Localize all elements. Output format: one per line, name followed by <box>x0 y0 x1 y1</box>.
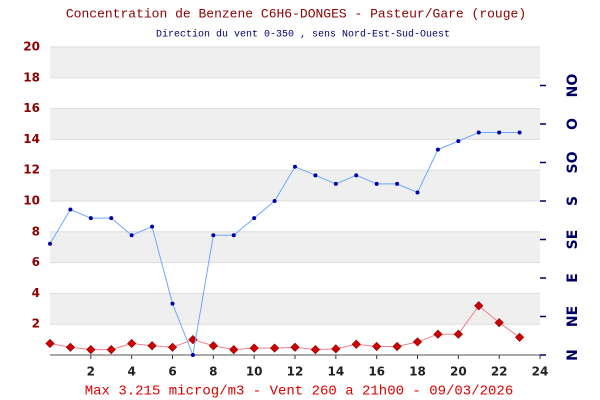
y-tick-label: 14 <box>23 132 40 146</box>
x-tick-label: 22 <box>491 365 508 379</box>
point <box>476 130 481 135</box>
point <box>293 164 297 169</box>
point <box>497 130 502 135</box>
point <box>150 224 155 229</box>
point <box>65 342 76 352</box>
point <box>88 216 93 221</box>
point <box>395 181 400 186</box>
series-line <box>49 132 520 357</box>
point <box>269 343 280 353</box>
point <box>229 345 239 355</box>
point <box>412 337 423 347</box>
y2-tick-label: S <box>565 196 581 206</box>
y-tick-label: 18 <box>23 70 40 84</box>
band <box>50 47 540 78</box>
point <box>167 342 178 352</box>
point <box>45 338 55 349</box>
point <box>290 342 300 352</box>
x-tick-label: 16 <box>368 365 385 379</box>
point <box>435 147 440 152</box>
band <box>50 108 540 140</box>
point <box>190 353 195 357</box>
point <box>313 173 318 178</box>
x-tick-label: 20 <box>450 365 467 379</box>
point <box>231 233 236 238</box>
y2-tick-label: NO <box>565 74 581 98</box>
point <box>127 338 137 349</box>
y-tick-label: 4 <box>32 286 40 300</box>
chart-subtitle: Direction du vent 0-350 , sens Nord-Est-… <box>156 29 450 41</box>
point <box>48 241 52 246</box>
point <box>272 199 277 203</box>
point <box>68 207 73 212</box>
band <box>50 231 540 263</box>
point <box>310 345 321 355</box>
y-tick-label: 12 <box>23 163 40 177</box>
footer: Max 3.215 microg/m3 - Vent 260 a 21h00 -… <box>85 384 513 400</box>
point <box>374 181 379 186</box>
y2-tick-label: O <box>565 118 581 130</box>
point <box>252 216 257 221</box>
y-tick-label: 2 <box>32 317 40 331</box>
point <box>354 173 359 178</box>
point <box>517 130 522 135</box>
band <box>50 170 540 201</box>
point <box>86 345 96 355</box>
band <box>50 293 540 325</box>
point <box>474 301 484 311</box>
y-tick-label: 6 <box>32 255 40 269</box>
x-tick-label: 4 <box>127 365 135 379</box>
point <box>433 329 443 339</box>
y2-tick-label: SE <box>565 230 581 250</box>
point <box>392 341 402 352</box>
x-tick-label: 2 <box>87 365 95 379</box>
x-tick-label: 12 <box>287 365 304 379</box>
x-tick-label: 8 <box>209 365 217 379</box>
chart-title: Concentration de Benzene C6H6-DONGES - P… <box>66 6 526 21</box>
point <box>372 341 382 352</box>
point <box>494 318 504 328</box>
y-tick-label: 10 <box>23 194 40 208</box>
point <box>129 233 134 238</box>
point <box>208 341 218 351</box>
x-tick-label: 10 <box>246 365 263 379</box>
y2-tick-label: N <box>565 349 581 361</box>
y2-tick-label: SO <box>565 151 581 173</box>
y-tick-label: 16 <box>23 101 40 115</box>
point <box>106 345 116 355</box>
point <box>211 233 216 238</box>
y2-tick-label: NE <box>565 306 581 327</box>
point <box>147 341 157 351</box>
x-tick-label: 14 <box>327 365 344 379</box>
point <box>415 190 420 195</box>
point <box>514 332 525 342</box>
x-tick-label: 6 <box>168 365 176 379</box>
point <box>333 181 338 186</box>
point <box>249 343 259 353</box>
point <box>456 139 461 144</box>
point <box>331 344 341 354</box>
point <box>453 329 463 339</box>
point <box>109 216 114 221</box>
point <box>351 339 361 349</box>
point <box>170 301 175 306</box>
x-tick-label: 18 <box>409 365 426 379</box>
y-tick-label: 20 <box>23 40 40 54</box>
x-tick-label: 24 <box>532 365 549 379</box>
y-tick-label: 8 <box>32 224 40 238</box>
y2-tick-label: E <box>565 273 581 283</box>
